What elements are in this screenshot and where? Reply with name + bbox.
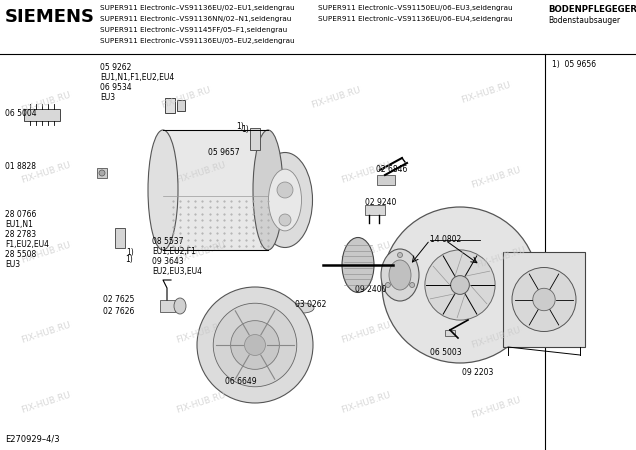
Text: FIX-HUB.RU: FIX-HUB.RU [175, 240, 227, 265]
Text: EU1,N1,F1,EU2,EU4: EU1,N1,F1,EU2,EU4 [100, 73, 174, 82]
Text: FIX-HUB.RU: FIX-HUB.RU [340, 240, 392, 265]
Text: FIX-HUB.RU: FIX-HUB.RU [470, 395, 522, 419]
Circle shape [533, 288, 555, 310]
Bar [160, 300, 175, 312]
Text: BODENPFLEGEGERÄTE: BODENPFLEGEGERÄTE [548, 5, 636, 14]
Text: FIX-HUB.RU: FIX-HUB.RU [20, 160, 72, 184]
Ellipse shape [342, 238, 374, 292]
Bar [365, 205, 385, 215]
Text: 02 9240: 02 9240 [365, 198, 396, 207]
Circle shape [197, 287, 313, 403]
Circle shape [382, 207, 538, 363]
Text: FIX-HUB.RU: FIX-HUB.RU [340, 160, 392, 184]
Bar [165, 98, 175, 113]
Text: E270929–4/3: E270929–4/3 [5, 435, 60, 444]
Text: SUPER911 Electronic–VS91136EU/05–EU2,seidengrau: SUPER911 Electronic–VS91136EU/05–EU2,sei… [100, 38, 294, 44]
Text: 06 9534: 06 9534 [100, 83, 132, 92]
Text: SUPER911 Electronic–VS91136EU/06–EU4,seidengrau: SUPER911 Electronic–VS91136EU/06–EU4,sei… [318, 16, 513, 22]
Text: FIX-HUB.RU: FIX-HUB.RU [175, 390, 227, 414]
Text: 28 2783: 28 2783 [5, 230, 36, 239]
Circle shape [279, 214, 291, 226]
Text: FIX-HUB.RU: FIX-HUB.RU [20, 320, 72, 345]
Text: FIX-HUB.RU: FIX-HUB.RU [475, 245, 527, 270]
Ellipse shape [258, 153, 312, 248]
Text: FIX-HUB.RU: FIX-HUB.RU [20, 390, 72, 414]
Text: FIX-HUB.RU: FIX-HUB.RU [310, 85, 362, 109]
Bar [163, 130, 268, 250]
Ellipse shape [268, 169, 301, 231]
Text: FIX-HUB.RU: FIX-HUB.RU [470, 165, 522, 189]
Text: FIX-HUB.RU: FIX-HUB.RU [175, 160, 227, 184]
Text: 09 3643: 09 3643 [152, 257, 184, 266]
Text: 28 0766: 28 0766 [5, 210, 36, 219]
Text: 1): 1) [241, 125, 249, 134]
Text: EU2,EU3,EU4: EU2,EU3,EU4 [152, 267, 202, 276]
Text: 05 9657: 05 9657 [208, 148, 240, 157]
Text: EU1,EU2,F1: EU1,EU2,F1 [152, 247, 196, 256]
Circle shape [277, 182, 293, 198]
Text: FIX-HUB.RU: FIX-HUB.RU [340, 390, 392, 414]
Circle shape [410, 283, 415, 288]
Text: 08 5537: 08 5537 [152, 237, 184, 246]
Text: SIEMENS: SIEMENS [5, 8, 95, 26]
Text: Bodenstaubsauger: Bodenstaubsauger [548, 16, 620, 25]
Text: EU1,N1: EU1,N1 [5, 220, 33, 229]
Circle shape [451, 276, 469, 294]
Text: 02 7626: 02 7626 [103, 307, 134, 316]
Text: FIX-HUB.RU: FIX-HUB.RU [175, 320, 227, 345]
Text: 28 5508: 28 5508 [5, 250, 36, 259]
Bar [503, 252, 585, 347]
Text: FIX-HUB.RU: FIX-HUB.RU [340, 320, 392, 345]
Circle shape [245, 334, 265, 356]
Text: SUPER911 Electronic–VS91136EU/02–EU1,seidengrau: SUPER911 Electronic–VS91136EU/02–EU1,sei… [100, 5, 294, 11]
Ellipse shape [389, 260, 411, 290]
Ellipse shape [381, 249, 419, 301]
Ellipse shape [253, 130, 283, 250]
Bar [97, 168, 107, 178]
Bar [177, 100, 185, 111]
Text: FIX-HUB.RU: FIX-HUB.RU [460, 80, 512, 104]
Text: SUPER911 Electronic–VS91150EU/06–EU3,seidengrau: SUPER911 Electronic–VS91150EU/06–EU3,sei… [318, 5, 513, 11]
Circle shape [99, 170, 105, 176]
Text: FIX-HUB.RU: FIX-HUB.RU [20, 90, 72, 114]
Text: 09 2400: 09 2400 [355, 285, 387, 294]
Ellipse shape [292, 303, 314, 313]
Text: 1): 1) [236, 122, 244, 131]
Text: EU3: EU3 [5, 260, 20, 269]
Text: 09 2203: 09 2203 [462, 368, 494, 377]
Text: FIX-HUB.RU: FIX-HUB.RU [20, 240, 72, 265]
Bar [377, 175, 395, 185]
Bar [250, 128, 260, 150]
Text: 02 6846: 02 6846 [376, 165, 408, 174]
Text: SUPER911 Electronic–VS91136NN/02–N1,seidengrau: SUPER911 Electronic–VS91136NN/02–N1,seid… [100, 16, 291, 22]
Circle shape [398, 252, 403, 257]
Text: 05 9262: 05 9262 [100, 63, 132, 72]
Text: 1): 1) [125, 255, 133, 264]
Circle shape [425, 250, 495, 320]
Circle shape [385, 283, 391, 288]
Text: FIX-HUB.RU: FIX-HUB.RU [160, 85, 212, 109]
Text: 01 8828: 01 8828 [5, 162, 36, 171]
Text: SUPER911 Electronic–VS91145FF/05–F1,seidengrau: SUPER911 Electronic–VS91145FF/05–F1,seid… [100, 27, 287, 33]
Text: 02 7625: 02 7625 [103, 295, 134, 304]
Text: 03 0262: 03 0262 [295, 300, 326, 309]
Text: 06 6649: 06 6649 [225, 377, 256, 386]
Text: 14 0802: 14 0802 [430, 235, 461, 244]
Ellipse shape [148, 130, 178, 250]
Ellipse shape [174, 298, 186, 314]
Text: F1,EU2,EU4: F1,EU2,EU4 [5, 240, 49, 249]
Polygon shape [24, 109, 60, 121]
Text: FIX-HUB.RU: FIX-HUB.RU [470, 325, 522, 350]
Circle shape [231, 321, 279, 369]
Circle shape [213, 303, 297, 387]
Text: 1)  05 9656: 1) 05 9656 [552, 60, 596, 69]
Text: 1): 1) [126, 248, 134, 257]
Text: EU3: EU3 [100, 93, 115, 102]
Bar [445, 330, 455, 336]
Bar [115, 228, 125, 248]
Text: 06 5003: 06 5003 [430, 348, 462, 357]
Circle shape [512, 267, 576, 332]
Text: 06 5004: 06 5004 [5, 109, 37, 118]
